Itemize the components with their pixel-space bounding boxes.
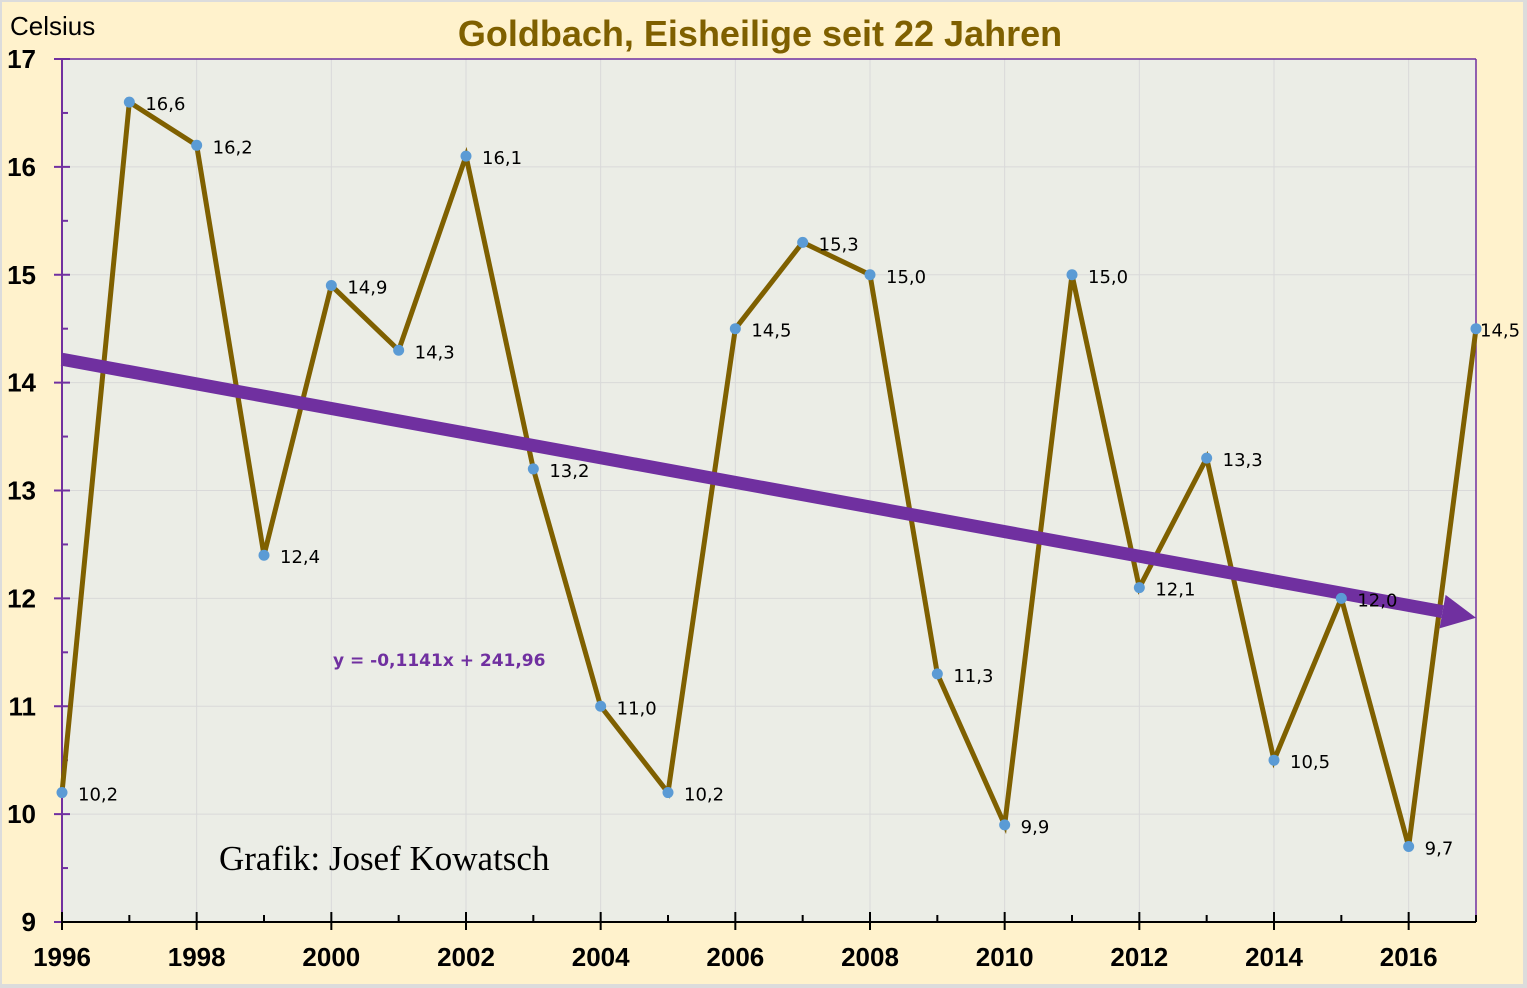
data-point [1066,269,1078,281]
data-label: 9,9 [1021,817,1050,838]
x-tick-label: 2016 [1380,942,1438,972]
y-tick-label: 15 [7,260,36,290]
data-label: 11,3 [953,666,993,687]
series-polyline [59,97,1479,848]
trendline-equation: y = -0,1141x + 241,96 [333,651,545,671]
chart-title: Goldbach, Eisheilige seit 22 Jahren [458,13,1062,54]
y-tick-label: 16 [7,152,36,182]
x-tick-label: 2000 [302,942,360,972]
data-point [393,344,405,356]
data-point [1268,754,1280,766]
x-tick-label: 2014 [1245,942,1303,972]
data-label: 16,6 [145,94,185,115]
data-label: 10,2 [78,785,118,806]
markers [56,96,1482,852]
data-label: 12,4 [280,547,320,568]
data-label: 13,3 [1223,450,1263,471]
trendline-arrowhead [1439,594,1476,629]
y-tick-label: 10 [7,799,36,829]
data-point [56,787,68,799]
data-label: 10,5 [1290,752,1330,773]
data-label: 10,2 [684,785,724,806]
trendline [60,352,1476,629]
y-tick-label: 9 [22,907,36,937]
y-tick-label: 14 [7,368,36,398]
data-label: 15,0 [1088,267,1128,288]
y-axis-label: Celsius [10,11,95,41]
data-label: 15,0 [886,267,926,288]
x-tick-label: 2004 [572,942,630,972]
y-tick-label: 17 [7,44,36,74]
data-label: 14,5 [1480,321,1520,342]
data-point [527,463,539,475]
y-tick-label: 13 [7,476,36,506]
data-point [123,96,135,108]
y-tick-label: 11 [9,691,37,721]
data-point [931,668,943,680]
author-annotation: Grafik: Josef Kowatsch [219,839,550,878]
data-point [1470,323,1482,335]
series-line [59,97,1479,848]
data-point [729,323,741,335]
data-labels: 10,2 16,6 16,2 12,4 14,9 14,3 16,1 13,2 11,0 10,2… [78,94,1520,859]
data-label: 11,0 [617,698,657,719]
grid [61,58,1476,923]
data-label: 13,2 [549,461,589,482]
x-tick-label: 2008 [841,942,899,972]
data-point [191,139,203,151]
data-label: 16,2 [213,137,253,158]
data-point [999,819,1011,831]
data-label: 12,1 [1155,580,1195,601]
x-tick-label: 2002 [437,942,495,972]
data-label: 14,3 [415,342,455,363]
data-point [258,549,270,561]
data-label: 16,1 [482,148,522,169]
data-point [1133,582,1145,594]
data-label: 15,3 [819,234,859,255]
x-tick-label: 1996 [33,942,91,972]
data-point [1335,592,1347,604]
data-point [1403,840,1415,852]
x-tick-label: 2010 [976,942,1034,972]
data-point [797,236,809,248]
data-point [662,787,674,799]
x-tick-label: 1998 [168,942,226,972]
x-tick-label: 2006 [706,942,764,972]
data-label: 12,0 [1357,590,1397,611]
data-point [595,700,607,712]
x-tick-label: 2012 [1110,942,1168,972]
data-label: 14,5 [751,321,791,342]
data-point [1201,452,1213,464]
trendline-line [60,352,1444,619]
data-point [864,269,876,281]
data-point [325,280,337,292]
data-point [460,150,472,162]
data-label: 14,9 [347,278,387,299]
y-tick-label: 12 [7,583,36,613]
data-label: 9,7 [1425,838,1454,859]
